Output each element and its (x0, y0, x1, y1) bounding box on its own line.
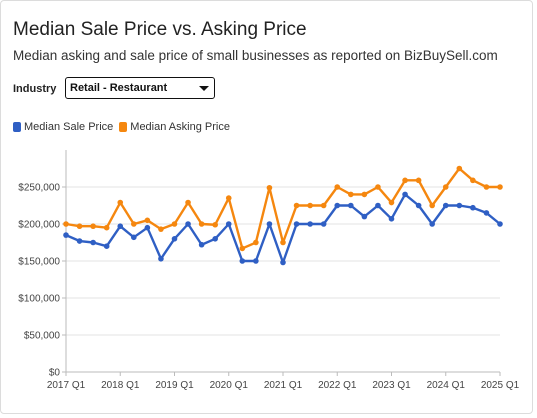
data-point-asking (225, 195, 232, 201)
industry-select-value: Retail - Restaurant (70, 82, 168, 94)
y-tick-label: $0 (49, 368, 61, 379)
data-point-sale (253, 258, 259, 264)
chart-legend: Median Sale Price Median Asking Price (13, 121, 236, 133)
data-point-sale (225, 221, 232, 227)
data-point-asking (293, 202, 300, 209)
industry-select[interactable]: Retail - Restaurant (65, 77, 215, 99)
chevron-down-icon[interactable] (199, 86, 209, 91)
data-point-asking (198, 221, 205, 227)
legend-swatch-asking (119, 122, 128, 132)
data-point-sale (239, 258, 246, 264)
data-point-asking (442, 184, 449, 190)
data-point-asking (497, 184, 503, 190)
legend-swatch-sale (13, 122, 21, 132)
x-tick-label: 2024 Q1 (427, 380, 466, 391)
data-point-sale (348, 202, 354, 209)
legend-label-sale: Median Sale Price (24, 121, 114, 133)
y-tick-label: $100,000 (18, 294, 60, 305)
x-tick-label: 2022 Q1 (318, 380, 357, 391)
data-point-sale (158, 255, 164, 262)
data-point-sale (63, 232, 69, 238)
data-point-asking (158, 226, 164, 232)
legend-label-asking: Median Asking Price (130, 121, 230, 133)
chart-subtitle: Median asking and sale price of small bu… (13, 48, 498, 63)
legend-item-asking[interactable]: Median Asking Price (119, 121, 230, 133)
data-point-sale (442, 202, 449, 209)
data-point-sale (198, 241, 205, 248)
y-tick-label: $150,000 (18, 257, 60, 268)
x-tick-label: 2025 Q1 (481, 380, 520, 391)
y-tick-label: $250,000 (18, 183, 60, 194)
data-point-sale (375, 202, 381, 209)
data-point-sale (90, 239, 96, 246)
data-point-sale (483, 210, 490, 216)
data-point-sale (185, 221, 191, 227)
data-point-asking (388, 199, 395, 206)
data-point-asking (429, 202, 435, 209)
x-tick-label: 2020 Q1 (210, 380, 249, 391)
data-point-sale (171, 236, 178, 242)
data-point-sale (76, 238, 83, 244)
data-point-sale (415, 202, 422, 209)
data-point-asking (456, 165, 463, 172)
data-point-sale (388, 216, 395, 222)
data-point-asking (171, 221, 178, 227)
data-point-sale (117, 223, 124, 230)
data-point-sale (293, 221, 300, 227)
data-point-asking (280, 239, 286, 246)
data-point-sale (266, 221, 273, 227)
data-point-asking (402, 177, 408, 184)
data-point-asking (63, 221, 69, 227)
data-point-asking (470, 177, 476, 184)
data-point-sale (144, 224, 151, 231)
data-point-sale (320, 221, 327, 227)
industry-label: Industry (13, 83, 57, 95)
data-point-sale (307, 221, 313, 227)
data-point-asking (375, 184, 381, 190)
data-point-asking (212, 221, 218, 228)
data-point-sale (470, 204, 476, 211)
legend-item-sale[interactable]: Median Sale Price (13, 121, 113, 133)
data-point-sale (456, 202, 463, 209)
data-point-asking (334, 184, 341, 190)
data-point-sale (334, 202, 341, 209)
data-point-asking (483, 184, 490, 190)
x-tick-label: 2023 Q1 (372, 380, 411, 391)
data-point-sale (280, 259, 286, 266)
y-tick-label: $200,000 (18, 220, 60, 231)
series-line-sale (65, 193, 501, 264)
x-tick-label: 2019 Q1 (155, 380, 194, 391)
data-point-sale (402, 191, 408, 198)
data-point-asking (76, 223, 83, 230)
data-point-sale (212, 236, 218, 242)
data-point-asking (239, 245, 246, 252)
data-point-sale (131, 234, 137, 241)
y-tick-label: $50,000 (24, 331, 61, 342)
chart-title: Median Sale Price vs. Asking Price (13, 19, 307, 40)
data-point-asking (307, 202, 313, 209)
data-point-asking (348, 191, 354, 198)
data-point-sale (429, 221, 435, 227)
data-point-asking (185, 199, 191, 206)
data-point-asking (90, 223, 96, 230)
data-point-asking (361, 191, 368, 198)
x-tick-label: 2018 Q1 (101, 380, 140, 391)
data-point-asking (320, 202, 327, 209)
x-tick-label: 2021 Q1 (264, 380, 303, 391)
data-point-asking (103, 224, 110, 231)
data-point-asking (131, 221, 137, 227)
data-point-sale (497, 221, 503, 227)
data-point-asking (144, 217, 151, 224)
data-point-asking (415, 177, 422, 184)
data-point-asking (253, 239, 259, 246)
data-point-sale (103, 243, 110, 249)
data-point-asking (117, 199, 124, 206)
x-tick-label: 2017 Q1 (47, 380, 86, 391)
data-point-asking (266, 184, 273, 191)
data-point-sale (361, 213, 368, 220)
